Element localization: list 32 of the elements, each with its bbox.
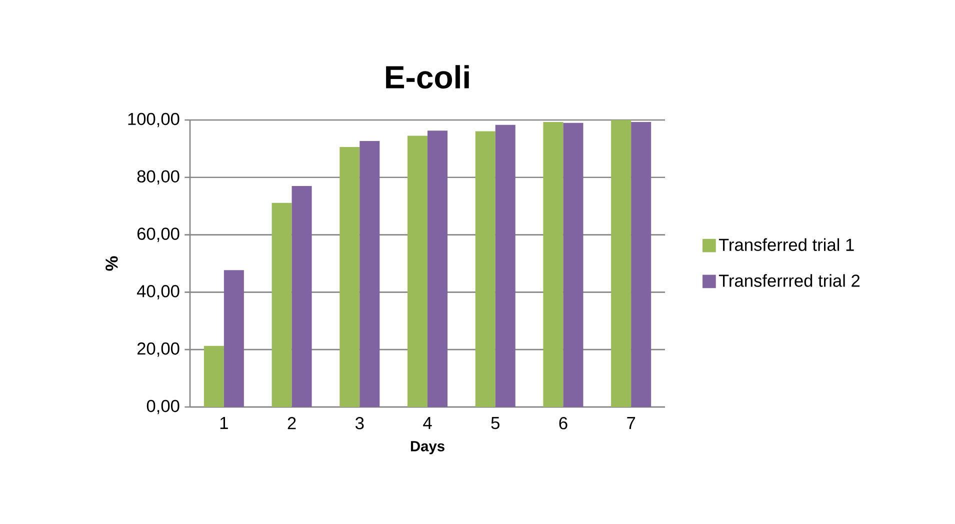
x-tick-label: 4 bbox=[423, 417, 432, 429]
y-tick-label: 60,00 bbox=[137, 228, 180, 242]
y-tick-label: 0,00 bbox=[146, 400, 180, 414]
bar bbox=[611, 120, 632, 407]
bar bbox=[340, 146, 360, 407]
x-tick-label: 5 bbox=[491, 417, 500, 430]
bar bbox=[631, 122, 652, 407]
y-tick-label: 40,00 bbox=[136, 285, 180, 300]
x-tick-label: 6 bbox=[559, 417, 568, 430]
bar bbox=[360, 140, 380, 407]
x-tick-label: 2 bbox=[288, 417, 296, 430]
y-tick-label: 100,00 bbox=[128, 112, 180, 128]
bar bbox=[543, 122, 564, 407]
bar bbox=[204, 346, 224, 407]
x-tick-label: 3 bbox=[355, 417, 364, 430]
bar bbox=[408, 136, 428, 407]
x-tick-label: 7 bbox=[627, 417, 636, 429]
bar bbox=[272, 202, 292, 407]
bar bbox=[475, 131, 496, 407]
bar bbox=[292, 186, 312, 407]
y-tick-label: 80,00 bbox=[137, 170, 180, 185]
legend-label: Transferrred trial 2 bbox=[718, 274, 860, 287]
bar bbox=[428, 130, 448, 407]
bar bbox=[495, 124, 516, 407]
y-axis-title: % bbox=[106, 256, 118, 271]
x-tick-label: 1 bbox=[220, 417, 228, 429]
y-tick-label: 20,00 bbox=[137, 342, 180, 357]
x-axis-title: Days bbox=[410, 441, 444, 454]
bar bbox=[563, 122, 584, 407]
bar bbox=[224, 270, 244, 407]
chart-title: E-coli bbox=[386, 65, 469, 89]
legend-label: Transferred trial 1 bbox=[718, 238, 854, 251]
